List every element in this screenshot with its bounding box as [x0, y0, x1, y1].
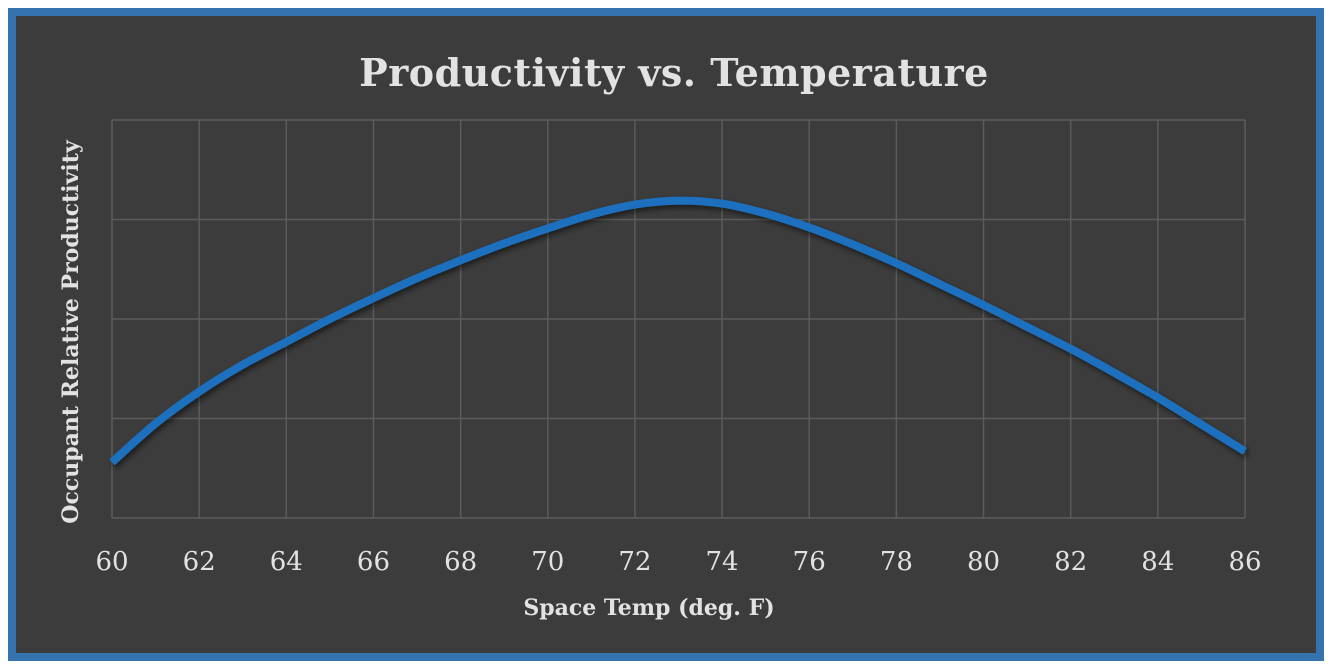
x-tick-label: 74 [706, 547, 739, 577]
x-tick-label: 70 [531, 547, 564, 577]
x-tick-label: 86 [1228, 547, 1261, 577]
x-tick-label: 82 [1054, 547, 1087, 577]
series-line [109, 196, 1248, 466]
x-axis-label: Space Temp (deg. F) [523, 595, 774, 621]
x-tick-label: 68 [444, 547, 477, 577]
x-tick-label: 76 [793, 547, 826, 577]
x-tick-labels: 60 62 64 66 68 70 72 74 76 78 80 82 84 86 [95, 547, 1261, 577]
y-axis-label: Occupant Relative Productivity [58, 139, 84, 524]
x-tick-label: 64 [270, 547, 303, 577]
x-tick-label: 78 [880, 547, 913, 577]
grid-lines [111, 119, 1246, 519]
x-tick-label: 60 [95, 547, 128, 577]
x-tick-label: 66 [357, 547, 390, 577]
x-tick-label: 72 [618, 547, 651, 577]
x-tick-label: 80 [967, 547, 1000, 577]
series-layer [109, 196, 1248, 466]
chart-title: Productivity vs. Temperature [359, 50, 989, 95]
x-tick-label: 84 [1141, 547, 1174, 577]
chart-frame: Productivity vs. Temperature [8, 8, 1324, 661]
x-tick-label: 62 [183, 547, 216, 577]
